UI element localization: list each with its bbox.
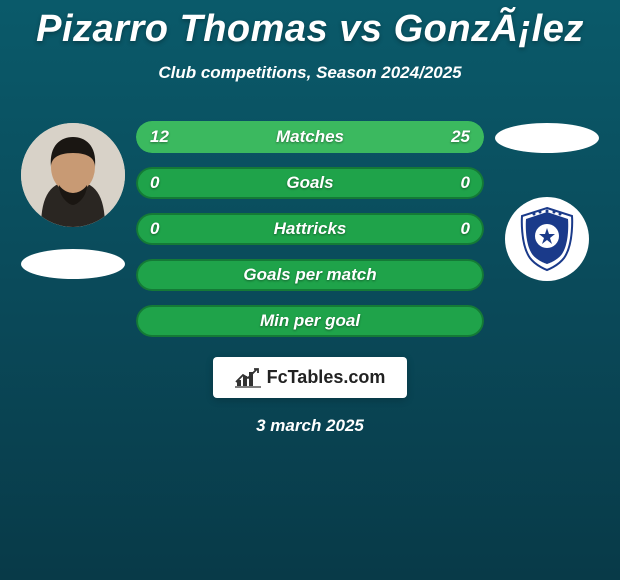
avatar-placeholder-icon bbox=[21, 123, 125, 227]
stat-row: 12 25 Matches bbox=[136, 121, 484, 153]
stat-value-left: 0 bbox=[150, 173, 159, 193]
date-text: 3 march 2025 bbox=[256, 416, 364, 436]
stat-value-left: 12 bbox=[150, 127, 169, 147]
pachuca-badge-icon bbox=[512, 204, 582, 274]
stat-value-right: 25 bbox=[451, 127, 470, 147]
brand-badge: FcTables.com bbox=[213, 357, 408, 398]
stat-label: Hattricks bbox=[274, 219, 347, 239]
chart-icon bbox=[235, 368, 261, 388]
subtitle: Club competitions, Season 2024/2025 bbox=[0, 63, 620, 83]
stat-row: Goals per match bbox=[136, 259, 484, 291]
stat-label: Goals bbox=[286, 173, 333, 193]
stat-row: 0 0 Goals bbox=[136, 167, 484, 199]
stat-row: Min per goal bbox=[136, 305, 484, 337]
player-right-column bbox=[486, 121, 608, 281]
stat-row: 0 0 Hattricks bbox=[136, 213, 484, 245]
stat-label: Goals per match bbox=[243, 265, 376, 285]
stat-value-right: 0 bbox=[461, 173, 470, 193]
player-right-club-badge bbox=[505, 197, 589, 281]
player-left-column bbox=[12, 121, 134, 279]
stat-label: Matches bbox=[276, 127, 344, 147]
brand-text: FcTables.com bbox=[267, 367, 386, 388]
stat-value-right: 0 bbox=[461, 219, 470, 239]
comparison-card: Pizarro Thomas vs GonzÃ¡lez Club competi… bbox=[0, 0, 620, 436]
page-title: Pizarro Thomas vs GonzÃ¡lez bbox=[0, 8, 620, 51]
footer: FcTables.com 3 march 2025 bbox=[0, 357, 620, 436]
stat-label: Min per goal bbox=[260, 311, 360, 331]
stat-value-left: 0 bbox=[150, 219, 159, 239]
comparison-area: 12 25 Matches 0 0 Goals 0 0 Hattricks Goals per m… bbox=[0, 121, 620, 337]
stats-column: 12 25 Matches 0 0 Goals 0 0 Hattricks Goals per m… bbox=[134, 121, 486, 337]
player-left-club-badge bbox=[21, 249, 125, 279]
player-right-avatar bbox=[495, 123, 599, 153]
player-left-avatar bbox=[21, 123, 125, 227]
